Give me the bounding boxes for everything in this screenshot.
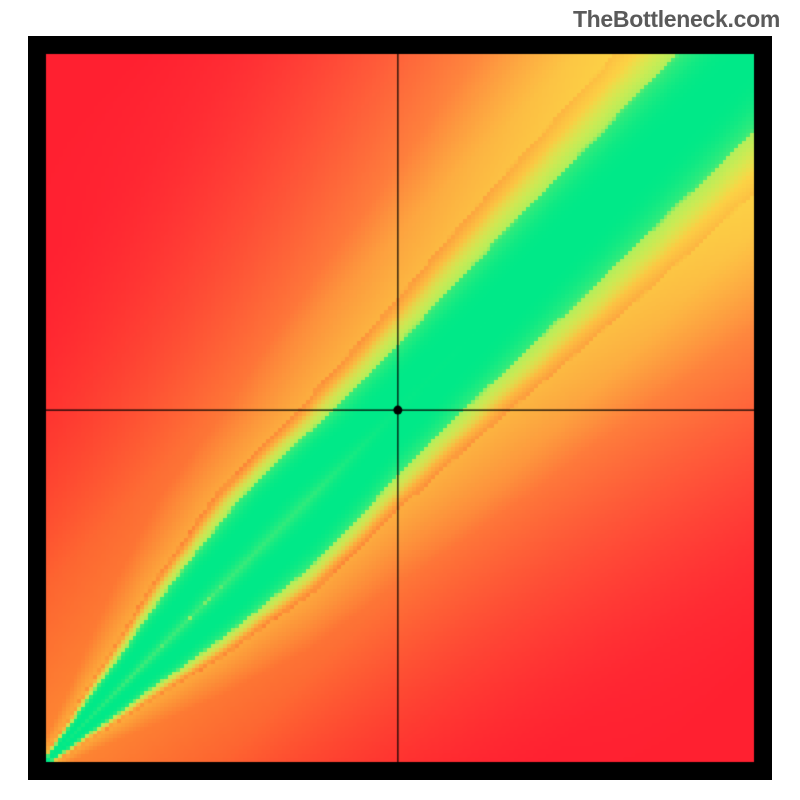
plot-frame <box>28 36 772 780</box>
watermark-text: TheBottleneck.com <box>573 6 780 33</box>
heatmap-canvas <box>28 36 772 780</box>
chart-container: TheBottleneck.com <box>0 0 800 800</box>
